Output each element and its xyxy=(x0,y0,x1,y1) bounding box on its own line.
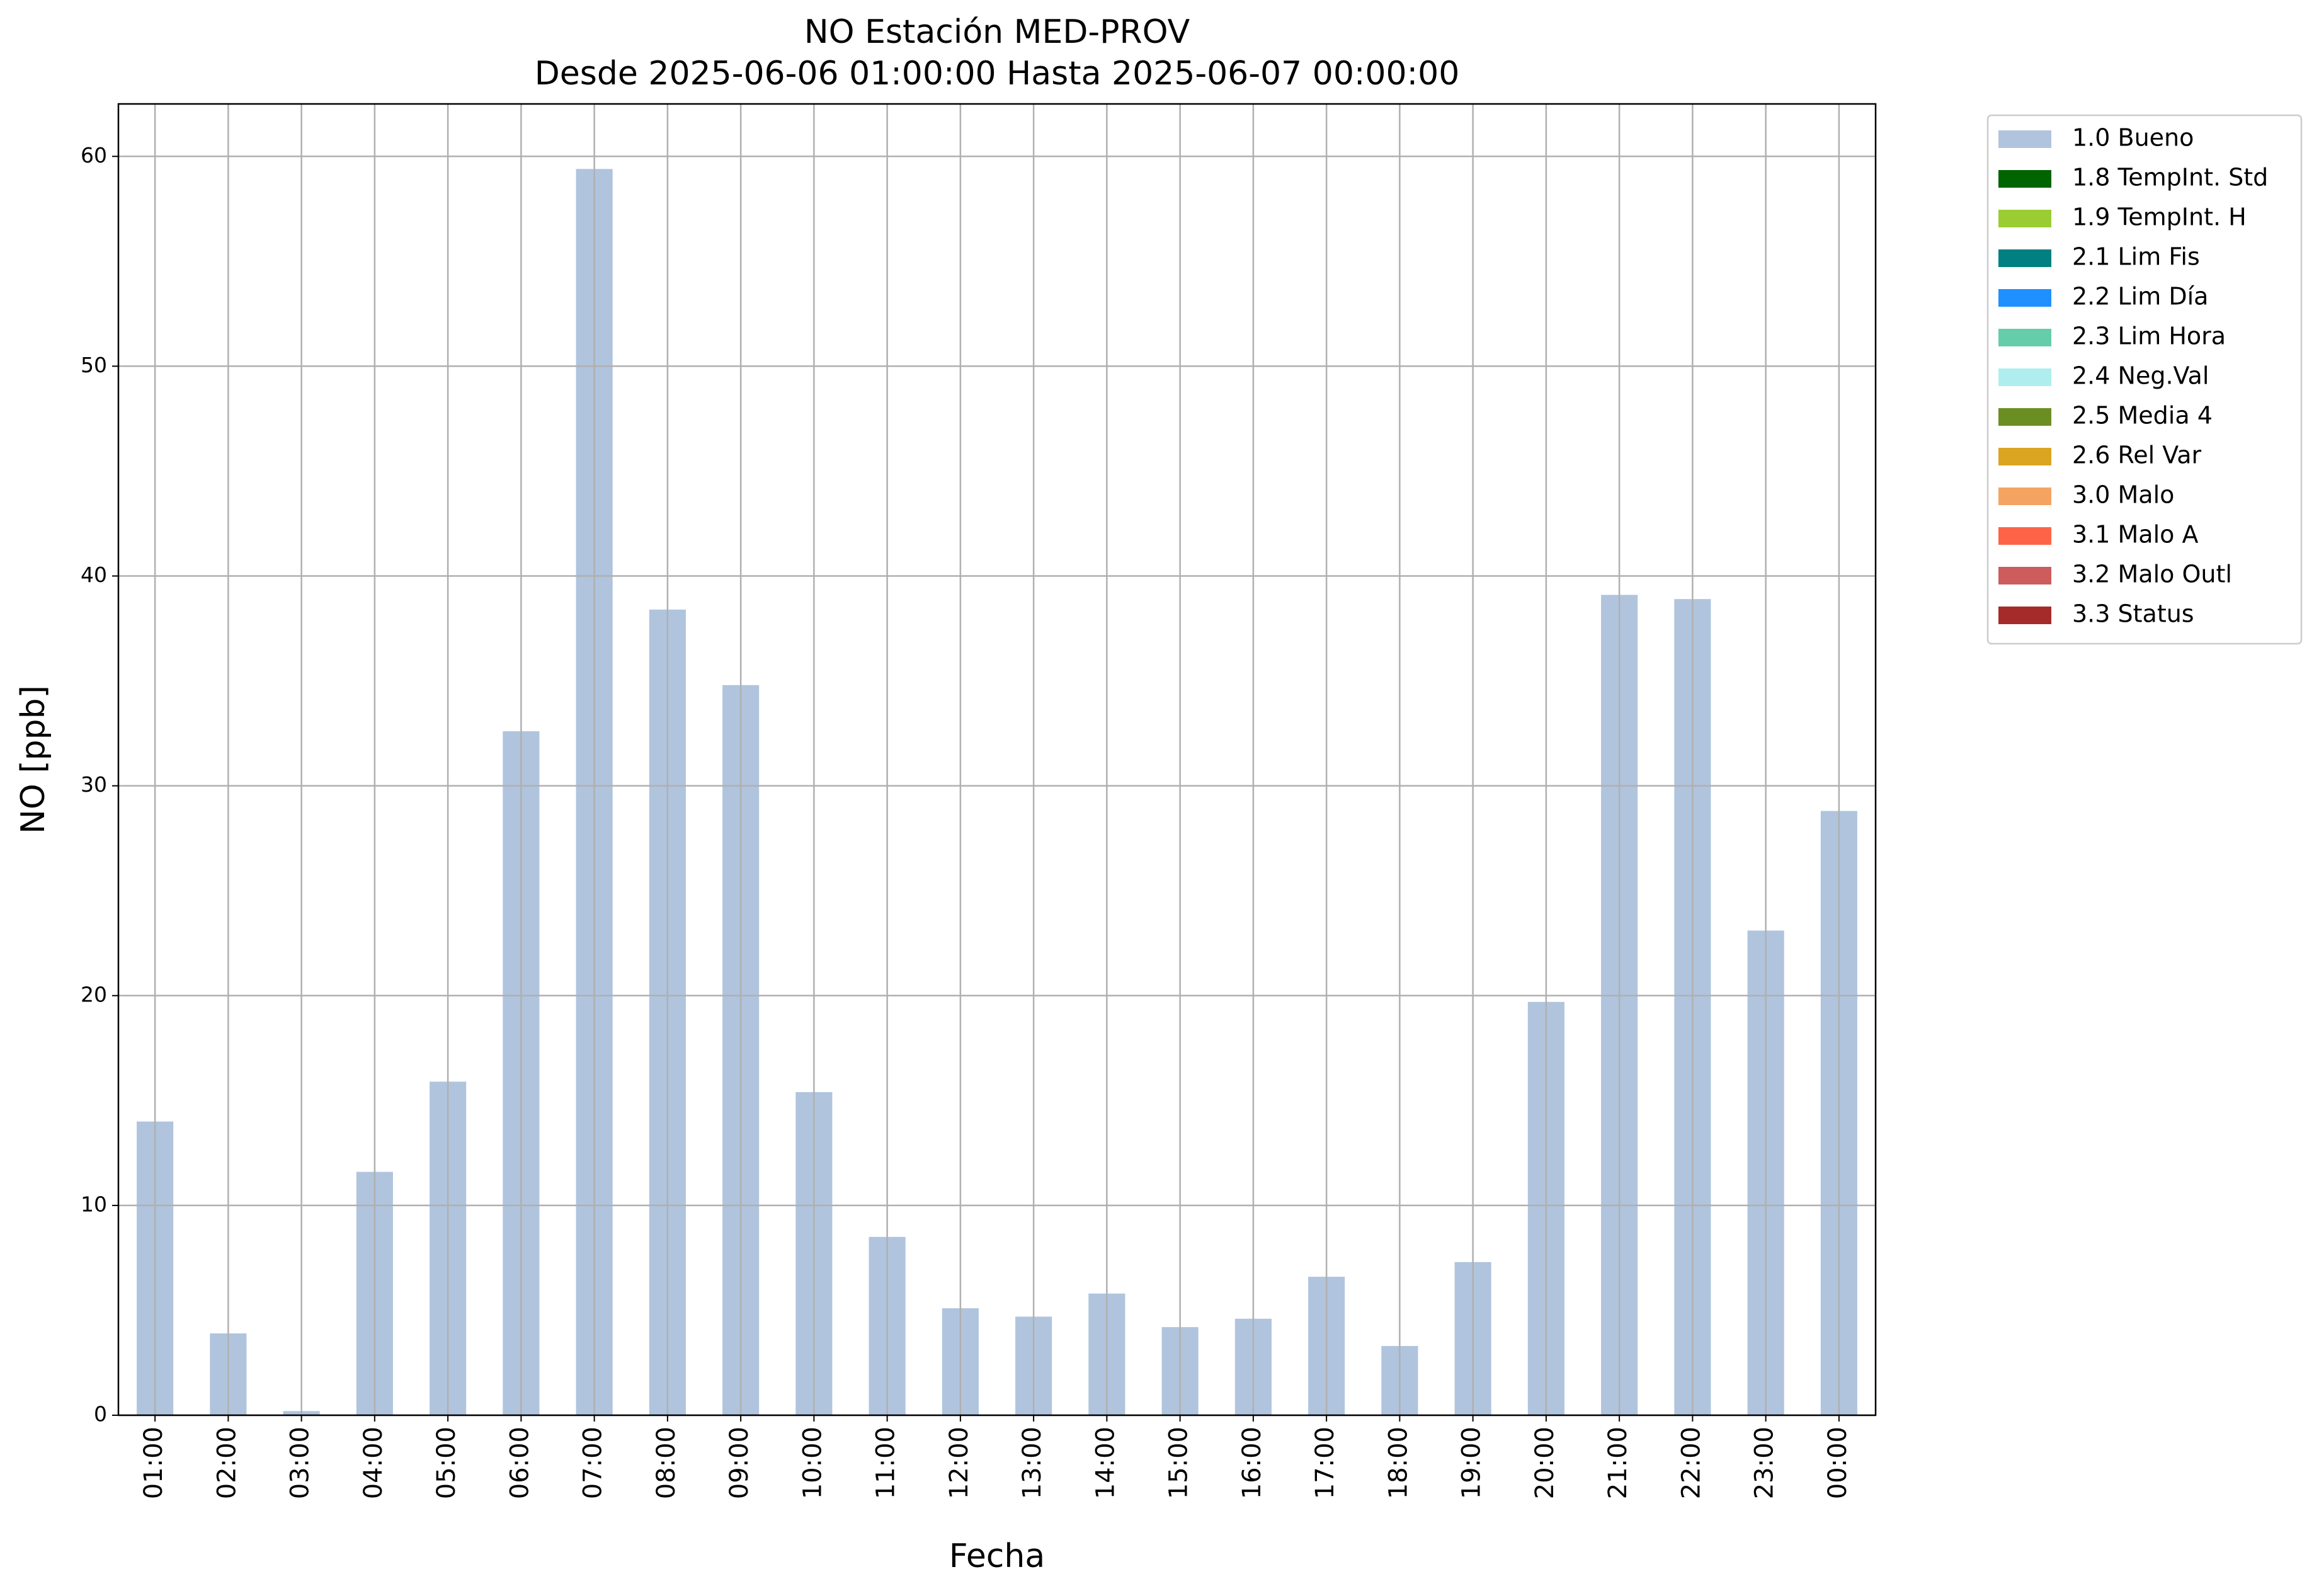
x-tick-label: 17:00 xyxy=(1311,1427,1340,1499)
x-tick-label: 13:00 xyxy=(1018,1427,1047,1499)
x-tick-label: 19:00 xyxy=(1457,1427,1486,1499)
legend-label: 3.2 Malo Outl xyxy=(2072,561,2232,588)
legend-label: 2.4 Neg.Val xyxy=(2072,362,2209,390)
x-tick-label: 23:00 xyxy=(1750,1427,1779,1499)
legend-label: 1.9 TempInt. H xyxy=(2072,203,2247,231)
legend-label: 2.5 Media 4 xyxy=(2072,402,2213,430)
x-tick-label: 04:00 xyxy=(359,1427,388,1499)
x-tick-label: 11:00 xyxy=(872,1427,901,1499)
x-tick-label: 18:00 xyxy=(1384,1427,1413,1499)
y-tick-label: 30 xyxy=(81,772,107,797)
chart-title: NO Estación MED-PROV xyxy=(804,13,1190,51)
legend-swatch xyxy=(1998,130,2051,148)
x-tick-label: 07:00 xyxy=(579,1427,608,1499)
legend-swatch xyxy=(1998,408,2051,426)
x-tick-label: 06:00 xyxy=(505,1427,534,1499)
x-tick-label: 15:00 xyxy=(1165,1427,1194,1499)
legend-swatch xyxy=(1998,170,2051,188)
legend-swatch xyxy=(1998,249,2051,267)
x-tick-label: 08:00 xyxy=(652,1427,681,1499)
legend-label: 2.2 Lim Día xyxy=(2072,283,2208,311)
x-tick-label: 00:00 xyxy=(1823,1427,1852,1499)
legend-box xyxy=(1986,114,2303,645)
y-tick-label: 10 xyxy=(81,1192,107,1216)
x-tick-label: 10:00 xyxy=(798,1427,827,1499)
legend-swatch xyxy=(1998,487,2051,505)
legend-swatch xyxy=(1998,329,2051,346)
x-tick-label: 21:00 xyxy=(1604,1427,1632,1499)
legend-swatch xyxy=(1998,527,2051,545)
x-tick-label: 20:00 xyxy=(1530,1427,1559,1499)
y-tick-label: 50 xyxy=(81,353,107,377)
legend-swatch xyxy=(1998,607,2051,624)
legend-swatch xyxy=(1998,448,2051,465)
x-tick-label: 01:00 xyxy=(139,1427,168,1499)
legend-label: 2.3 Lim Hora xyxy=(2072,322,2226,350)
x-tick-label: 02:00 xyxy=(212,1427,241,1499)
legend-swatch xyxy=(1998,289,2051,307)
x-tick-label: 16:00 xyxy=(1238,1427,1267,1499)
x-axis-label: Fecha xyxy=(949,1537,1045,1575)
legend-label: 1.8 TempInt. Std xyxy=(2072,164,2268,191)
y-tick-label: 0 xyxy=(94,1402,107,1427)
legend-label: 3.1 Malo A xyxy=(2072,521,2198,549)
y-axis-label: NO [ppb] xyxy=(14,685,52,834)
legend-label: 2.1 Lim Fis xyxy=(2072,243,2200,271)
legend-swatch xyxy=(1998,210,2051,227)
x-tick-label: 09:00 xyxy=(725,1427,754,1499)
legend-label: 3.0 Malo xyxy=(2072,481,2174,509)
x-tick-label: 05:00 xyxy=(432,1427,461,1499)
plot-frame xyxy=(117,103,1877,1416)
x-tick-label: 03:00 xyxy=(286,1427,315,1499)
y-tick-label: 60 xyxy=(81,143,107,168)
y-tick-label: 40 xyxy=(81,562,107,587)
chart-subtitle: Desde 2025-06-06 01:00:00 Hasta 2025-06-… xyxy=(535,55,1460,93)
x-tick-label: 12:00 xyxy=(945,1427,974,1499)
legend-label: 1.0 Bueno xyxy=(2072,124,2194,152)
legend-label: 2.6 Rel Var xyxy=(2072,442,2202,469)
legend-swatch xyxy=(1998,567,2051,584)
x-tick-label: 14:00 xyxy=(1091,1427,1120,1499)
x-tick-label: 22:00 xyxy=(1677,1427,1706,1499)
legend-label: 3.3 Status xyxy=(2072,600,2194,628)
y-tick-label: 20 xyxy=(81,982,107,1006)
legend-swatch xyxy=(1998,368,2051,386)
